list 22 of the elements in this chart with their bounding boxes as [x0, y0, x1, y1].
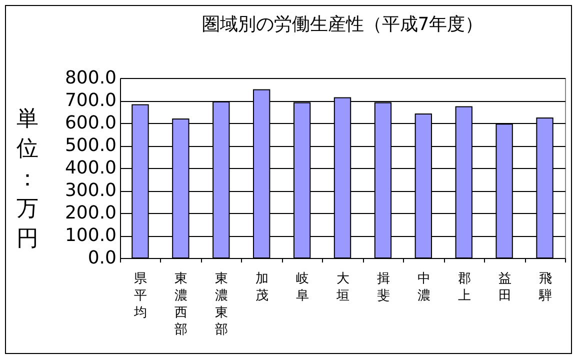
x-tick-label: 東濃西部	[174, 272, 188, 338]
x-tick-label: 県平均	[133, 272, 148, 320]
x-tick-label: 郡上	[458, 272, 471, 304]
x-tick-label: 飛騨	[538, 272, 552, 304]
x-tick-label: 益田	[498, 272, 512, 304]
y-tick-label: 100.0	[64, 225, 116, 246]
y-tick-label: 600.0	[64, 112, 116, 134]
x-tick-label: 加茂	[256, 272, 269, 304]
x-tick-label: 中濃	[417, 272, 430, 304]
y-tick-label: 300.0	[64, 180, 116, 201]
y-tick-label: 800.0	[64, 68, 116, 88]
x-tick-label: 揖斐	[376, 272, 390, 304]
x-tick-label: 東濃東部	[215, 272, 228, 338]
y-tick-label: 200.0	[64, 202, 116, 224]
x-tick-label: 岐阜	[296, 272, 310, 304]
y-tick-label: 400.0	[64, 158, 116, 178]
y-tick-label: 500.0	[64, 135, 116, 156]
x-tick-label: 大垣	[336, 272, 350, 304]
y-tick-label: 0.0	[88, 248, 116, 268]
y-tick-label: 700.0	[64, 90, 116, 111]
chart-title: 圏域別の労働生産性（平成7年度）	[202, 14, 484, 35]
y-axis-title: 単位：万円	[16, 106, 38, 252]
